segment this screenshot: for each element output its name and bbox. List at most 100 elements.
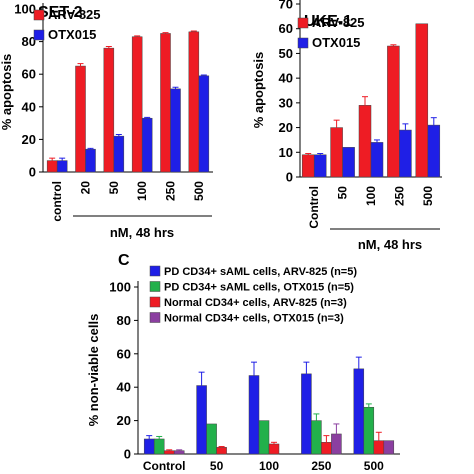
y-tick-label: 70 bbox=[279, 0, 293, 12]
x-tick-label: control bbox=[50, 181, 64, 222]
legend-swatch bbox=[149, 265, 161, 277]
legend-entry: ARV-825 bbox=[48, 7, 101, 22]
bar-pd-cd34-saml-cells-otx015-n-5--3 bbox=[311, 420, 322, 455]
x-tick-label: 250 bbox=[164, 181, 178, 201]
y-axis-label: % apoptosis bbox=[0, 54, 14, 131]
bar-otx015-4 bbox=[170, 88, 181, 173]
bar-otx015-1 bbox=[85, 148, 96, 173]
y-tick-label: 40 bbox=[279, 71, 293, 86]
y-tick-label: 40 bbox=[22, 99, 36, 114]
bar-arv-825-1 bbox=[330, 127, 343, 178]
bar-pd-cd34-saml-cells-otx015-n-5--4 bbox=[363, 406, 375, 455]
x-axis-label: nM, 48 hrs bbox=[110, 225, 174, 240]
bar-otx015-2 bbox=[370, 142, 384, 178]
bar-pd-cd34-saml-cells-otx015-n-5--2 bbox=[258, 420, 270, 455]
y-tick-label: 80 bbox=[117, 313, 131, 328]
legend-entry: OTX015 bbox=[312, 35, 360, 50]
bar-pd-cd34-saml-cells-arv-825-n-5--0 bbox=[143, 438, 155, 455]
x-tick-label: 500 bbox=[364, 459, 384, 473]
chart-title: SET-2 bbox=[38, 4, 83, 21]
x-tick-label: 20 bbox=[79, 181, 93, 195]
x-tick-label: Control bbox=[143, 459, 186, 473]
bar-otx015-0 bbox=[56, 160, 68, 173]
bar-otx015-5 bbox=[198, 75, 210, 173]
legend-swatch bbox=[297, 17, 309, 29]
legend-swatch bbox=[33, 9, 45, 21]
bar-pd-cd34-saml-cells-arv-825-n-5--3 bbox=[301, 373, 312, 455]
bar-normal-cd34-cells-arv-825-n-3--2 bbox=[268, 443, 280, 455]
y-tick-label: 10 bbox=[279, 145, 293, 160]
x-tick-label: 500 bbox=[421, 186, 435, 206]
legend-entry: ARV-825 bbox=[312, 15, 365, 30]
legend-entry: OTX015 bbox=[48, 27, 96, 42]
x-tick-label: 100 bbox=[259, 459, 279, 473]
bar-arv-825-4 bbox=[415, 23, 429, 178]
bar-arv-825-3 bbox=[131, 36, 143, 173]
x-tick-label: 50 bbox=[210, 459, 224, 473]
bar-pd-cd34-saml-cells-arv-825-n-5--1 bbox=[196, 385, 207, 455]
x-tick-label: 100 bbox=[135, 181, 149, 201]
y-tick-label: 100 bbox=[109, 280, 131, 295]
x-axis-label: nM, 48 hrs bbox=[358, 237, 422, 252]
bar-normal-cd34-cells-arv-825-n-3--3 bbox=[321, 442, 332, 455]
bar-pd-cd34-saml-cells-otx015-n-5--0 bbox=[153, 438, 165, 455]
chart-title: UKE-1 bbox=[304, 13, 352, 30]
legend-swatch bbox=[149, 312, 161, 323]
chart-panel-3: 0 20 40 60 80 100 Control 50 100 250 500 C % non-via… bbox=[86, 252, 400, 473]
x-tick-label: 250 bbox=[392, 186, 406, 206]
x-tick-label: 100 bbox=[364, 186, 378, 206]
x-tick-label: 50 bbox=[336, 186, 350, 200]
y-tick-label: 0 bbox=[29, 165, 36, 180]
legend-entry: PD CD34+ sAML cells, ARV-825 (n=5) bbox=[164, 266, 357, 278]
bar-otx015-3 bbox=[141, 117, 153, 173]
y-tick-label: 20 bbox=[279, 120, 293, 135]
chart-panel-1: 0 20 40 60 80 100 control 20 50 100 250 500 SET-2 % a… bbox=[0, 2, 213, 240]
x-tick-label: Control bbox=[307, 186, 321, 229]
bar-otx015-2 bbox=[113, 135, 125, 173]
bar-normal-cd34-cells-otx015-n-3--0 bbox=[173, 450, 185, 455]
y-tick-label: 60 bbox=[279, 21, 293, 36]
y-tick-label: 50 bbox=[279, 46, 293, 61]
bar-normal-cd34-cells-otx015-n-3--3 bbox=[331, 433, 342, 455]
y-tick-label: 80 bbox=[22, 34, 36, 49]
legend-entry: Normal CD34+ cells, ARV-825 (n=3) bbox=[164, 297, 347, 309]
bar-arv-825-0 bbox=[301, 154, 315, 178]
bar-arv-825-5 bbox=[188, 31, 200, 173]
legend-swatch bbox=[149, 296, 161, 308]
bar-otx015-3 bbox=[399, 129, 412, 178]
bar-normal-cd34-cells-arv-825-n-3--4 bbox=[373, 440, 385, 455]
y-tick-label: 40 bbox=[117, 380, 131, 395]
panel-label: C bbox=[118, 252, 130, 269]
bar-arv-825-2 bbox=[103, 47, 115, 173]
y-tick-label: 0 bbox=[286, 170, 293, 185]
bar-otx015-1 bbox=[342, 147, 355, 178]
legend-entry: Normal CD34+ cells, OTX015 (n=3) bbox=[164, 313, 344, 325]
y-tick-label: 20 bbox=[22, 132, 36, 147]
x-tick-label: 250 bbox=[311, 459, 331, 473]
y-tick-label: 60 bbox=[22, 67, 36, 82]
x-tick-label: 50 bbox=[107, 181, 121, 195]
bar-normal-cd34-cells-arv-825-n-3--0 bbox=[163, 450, 175, 455]
y-tick-label: 60 bbox=[117, 346, 131, 361]
y-axis-label: % non-viable cells bbox=[86, 314, 101, 427]
y-tick-label: 30 bbox=[279, 95, 293, 110]
bar-otx015-4 bbox=[427, 124, 441, 178]
bar-normal-cd34-cells-otx015-n-3--4 bbox=[383, 440, 395, 455]
bar-pd-cd34-saml-cells-otx015-n-5--1 bbox=[206, 423, 217, 455]
x-tick-label: 500 bbox=[192, 181, 206, 201]
y-axis-label: % apoptosis bbox=[251, 52, 266, 129]
bar-arv-825-2 bbox=[358, 105, 372, 178]
bar-otx015-0 bbox=[313, 154, 327, 178]
bar-arv-825-1 bbox=[75, 65, 86, 173]
bar-arv-825-0 bbox=[46, 160, 58, 173]
y-tick-label: 20 bbox=[117, 413, 131, 428]
bar-pd-cd34-saml-cells-arv-825-n-5--2 bbox=[248, 375, 260, 455]
y-tick-label: 100 bbox=[14, 2, 36, 17]
legend-swatch bbox=[149, 281, 161, 292]
legend-swatch bbox=[33, 29, 45, 41]
bar-arv-825-3 bbox=[387, 45, 400, 178]
legend-swatch bbox=[297, 37, 309, 49]
bar-normal-cd34-cells-arv-825-n-3--1 bbox=[216, 447, 227, 455]
chart-panel-2: 0 10 20 30 40 50 60 70 Control 50 100 250 500 UKE-1 % … bbox=[251, 0, 442, 252]
